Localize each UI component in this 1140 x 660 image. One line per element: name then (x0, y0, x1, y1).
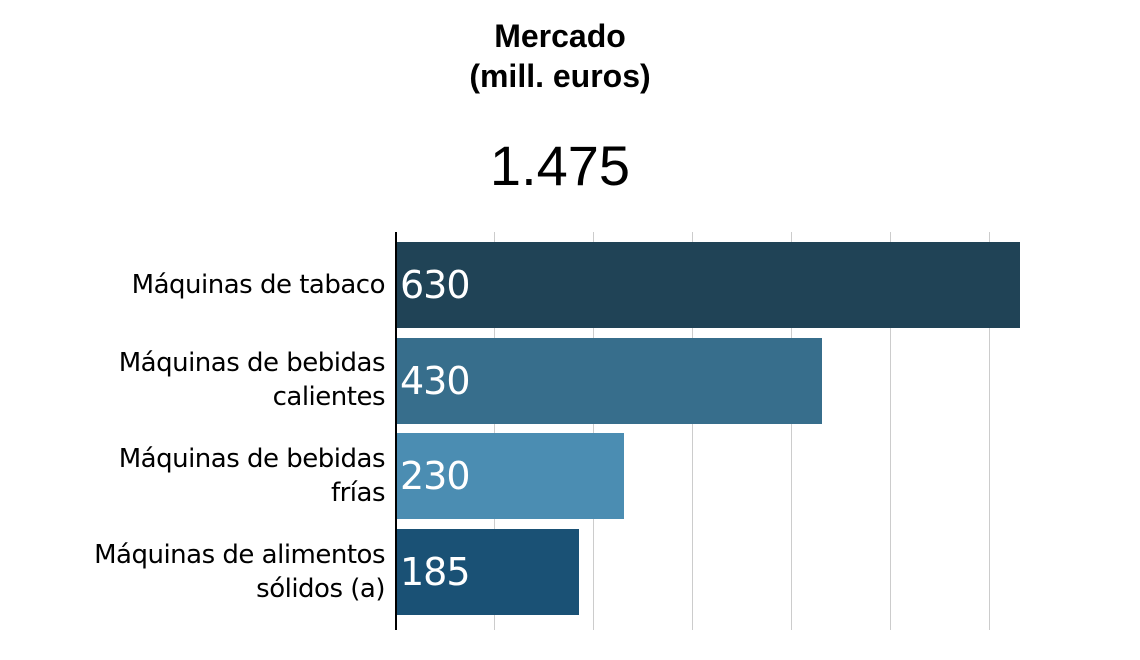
gridline (494, 232, 495, 630)
gridline (989, 232, 990, 630)
total-value: 1.475 (489, 134, 631, 197)
gridline (890, 232, 891, 630)
category-label-line: Máquinas de tabaco (131, 270, 386, 300)
category-label-line: Máquinas de bebidas (118, 348, 386, 378)
category-label-line: Máquinas de alimentos (94, 540, 385, 570)
category-label-line: sólidos (a) (256, 574, 385, 604)
category-label-bebidas-calientes: Máquinas de bebidas calientes (25, 346, 386, 414)
category-label-line: frías (330, 478, 386, 508)
category-label-bebidas-frias: Máquinas de bebidas frías (25, 442, 386, 510)
chart-title-line-1: Mercado (494, 18, 626, 54)
bar-value-label: 185 (400, 550, 471, 594)
y-axis-line (395, 232, 397, 630)
chart-title-line-2: (mill. euros) (469, 58, 651, 94)
bar-tabaco: 630 (396, 242, 1020, 328)
bar-value-label: 230 (400, 454, 471, 498)
bar-value-label: 630 (400, 263, 471, 307)
category-label-alimentos-solidos: Máquinas de alimentos sólidos (a) (25, 538, 385, 606)
bar-bebidas-frias: 230 (396, 433, 624, 519)
gridline (692, 232, 693, 630)
bar-bebidas-calientes: 430 (396, 338, 822, 424)
bar-alimentos-solidos: 185 (396, 529, 579, 615)
bar-value-label: 430 (400, 359, 471, 403)
category-label-tabaco: Máquinas de tabaco (25, 268, 386, 302)
plot-area: 630 430 230 185 (395, 232, 1095, 630)
chart-title: Mercado (mill. euros) (0, 16, 1120, 96)
category-label-line: Máquinas de bebidas (118, 444, 386, 474)
gridline (593, 232, 594, 630)
category-label-line: calientes (272, 382, 386, 412)
gridline (791, 232, 792, 630)
